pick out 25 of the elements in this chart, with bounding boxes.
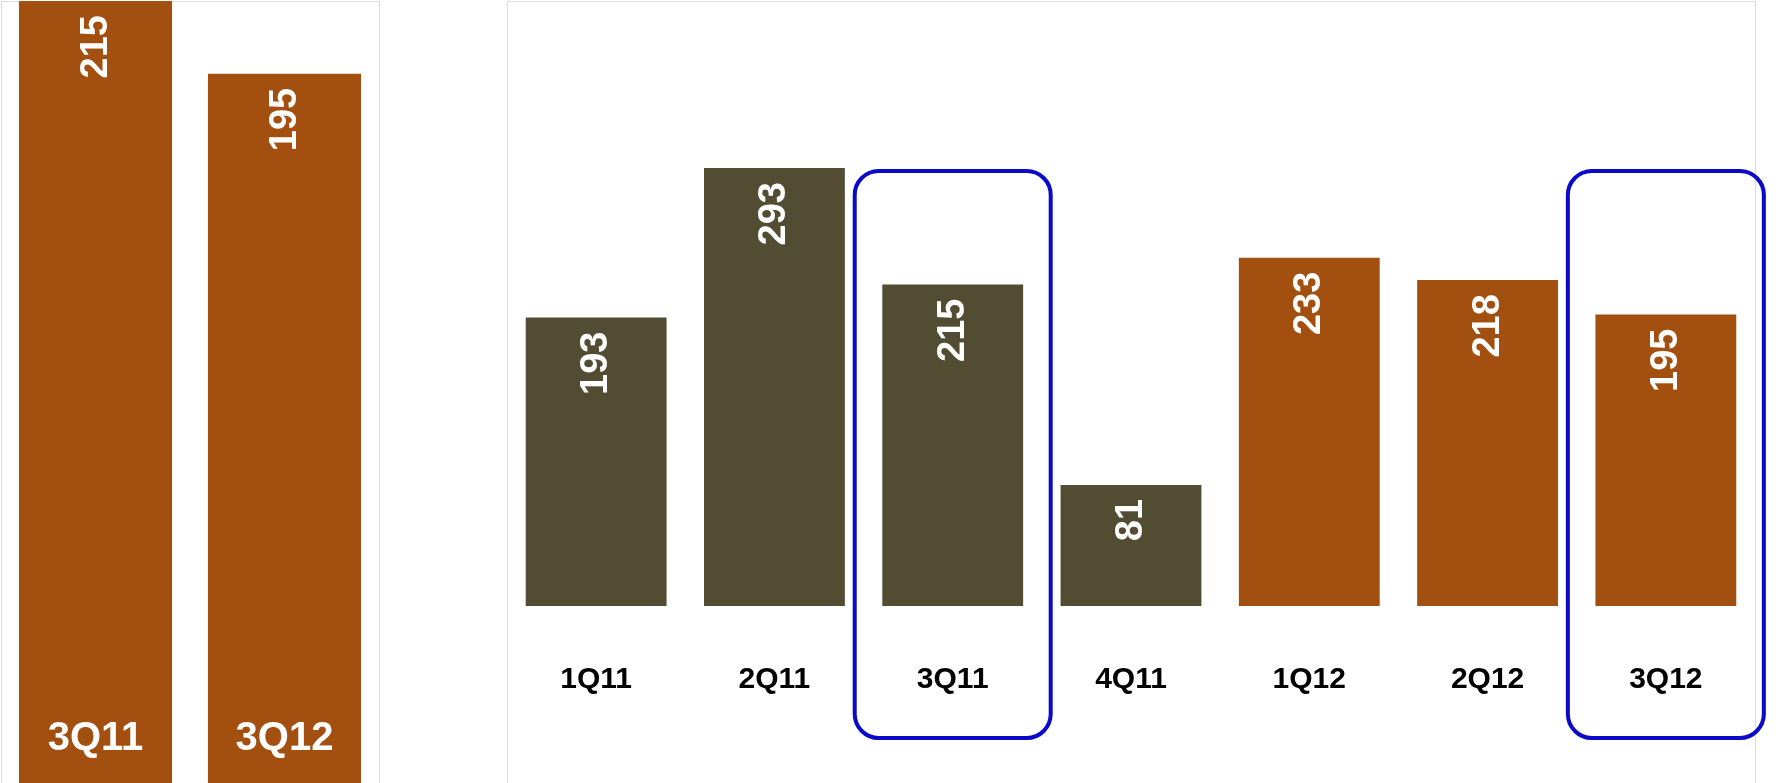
x-tick-label: 3Q11 (916, 661, 989, 694)
bar (1060, 484, 1202, 606)
data-label: 215 (929, 298, 972, 363)
bar (525, 317, 667, 606)
data-label: 233 (1286, 271, 1329, 336)
x-tick-label: 4Q11 (1095, 661, 1167, 694)
x-tick-label: 3Q12 (1629, 661, 1703, 694)
x-tick-label: 3Q11 (47, 714, 144, 758)
data-label: 218 (1464, 294, 1507, 358)
bar (1595, 314, 1737, 606)
x-tick-label: 1Q11 (560, 661, 633, 694)
data-label: 195 (1642, 328, 1685, 392)
bar (882, 284, 1024, 606)
bar (1238, 257, 1380, 606)
bar (1417, 280, 1558, 606)
bar (704, 168, 845, 606)
data-label: 81 (1108, 498, 1150, 542)
x-tick-label: 2Q12 (1450, 661, 1525, 694)
x-tick-label: 1Q12 (1272, 661, 1346, 694)
data-label: 293 (751, 182, 794, 246)
data-label: 193 (573, 331, 616, 395)
data-label: 195 (261, 87, 304, 152)
x-tick-label: 3Q12 (235, 714, 334, 758)
data-label: 215 (72, 15, 115, 79)
x-tick-label: 2Q11 (738, 661, 811, 694)
